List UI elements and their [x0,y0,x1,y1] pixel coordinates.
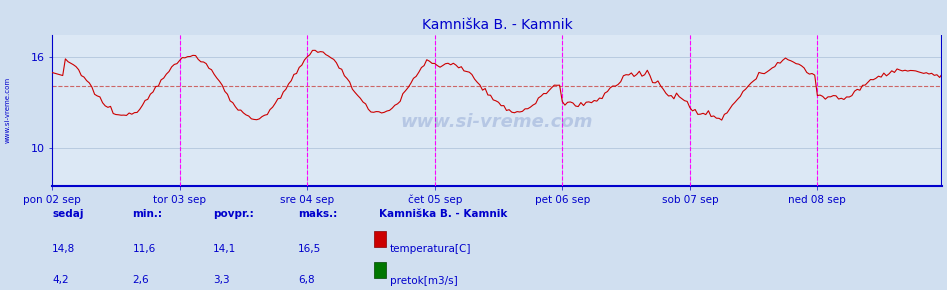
Text: maks.:: maks.: [298,209,337,219]
Text: 14,8: 14,8 [52,244,76,253]
Text: pretok[m3/s]: pretok[m3/s] [390,276,458,285]
Text: 6,8: 6,8 [298,276,315,285]
Text: 11,6: 11,6 [133,244,156,253]
Text: temperatura[C]: temperatura[C] [390,244,472,253]
Text: 4,2: 4,2 [52,276,69,285]
Text: www.si-vreme.com: www.si-vreme.com [5,77,10,143]
Text: povpr.:: povpr.: [213,209,254,219]
Text: 2,6: 2,6 [133,276,150,285]
Title: Kamniška B. - Kamnik: Kamniška B. - Kamnik [421,18,573,32]
Text: 3,3: 3,3 [213,276,230,285]
Text: 14,1: 14,1 [213,244,237,253]
Text: Kamniška B. - Kamnik: Kamniška B. - Kamnik [379,209,508,219]
Text: www.si-vreme.com: www.si-vreme.com [401,113,594,131]
Text: 16,5: 16,5 [298,244,322,253]
Text: sedaj: sedaj [52,209,83,219]
Text: min.:: min.: [133,209,163,219]
